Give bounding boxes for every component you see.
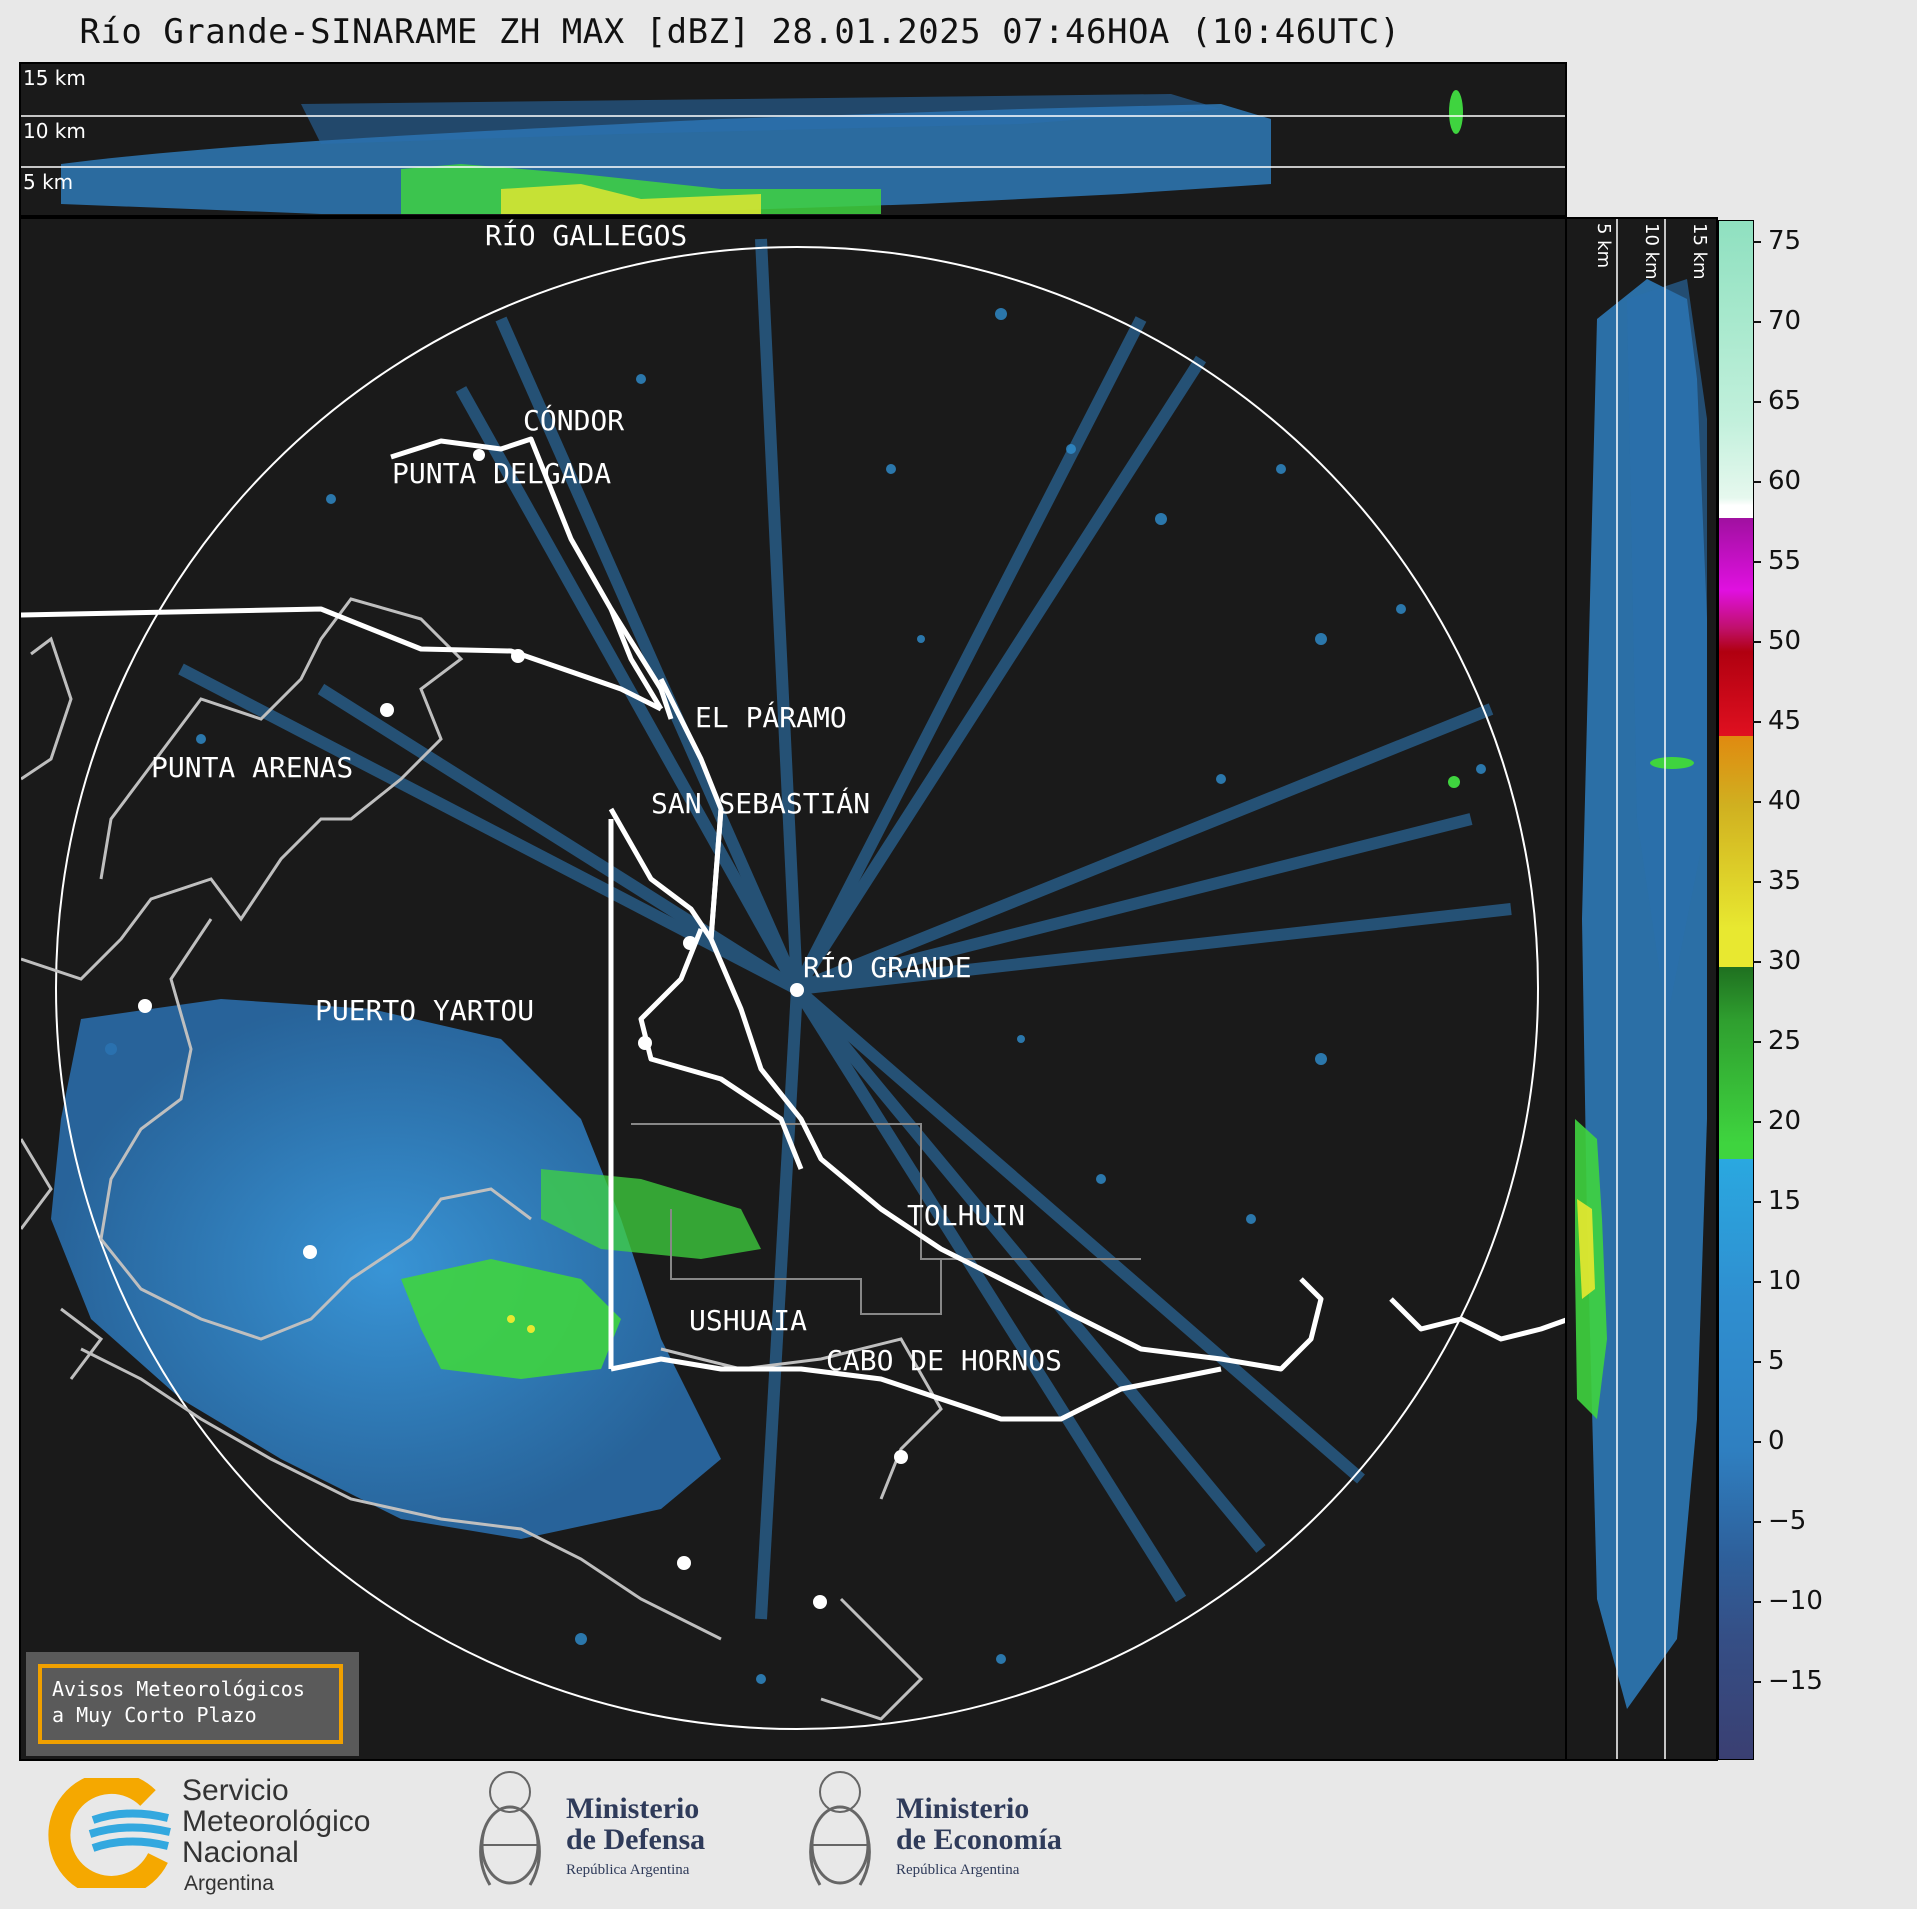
range-ring	[55, 246, 1539, 1730]
warning-line-1: Avisos Meteorológicos	[52, 1677, 305, 1701]
smn-name: Servicio Meteorológico Nacional Argentin…	[182, 1774, 371, 1895]
radar-map: RÍO GALLEGOS CÓNDOR PUNTA DELGADA EL PÁR…	[19, 217, 1567, 1761]
colorbar	[1718, 220, 1754, 1760]
top-label-10km: 10 km	[23, 119, 86, 143]
side-label-10km: 10 km	[1641, 223, 1662, 280]
top-label-15km: 15 km	[23, 66, 86, 90]
place-label-cabo-de-hornos: CABO DE HORNOS	[826, 1344, 1063, 1377]
colorbar-tick: 45	[1752, 706, 1801, 736]
colorbar-tick: 75	[1752, 226, 1801, 256]
colorbar-tick: 55	[1752, 546, 1801, 576]
place-label-condor: CÓNDOR	[523, 404, 625, 437]
coat-of-arms-icon	[479, 1771, 541, 1886]
coat-of-arms-icon	[809, 1771, 871, 1886]
borders	[21, 436, 1565, 1422]
smn-logo-icon	[48, 1778, 171, 1888]
side-cross-section-graphic	[1575, 219, 1707, 1759]
side-label-15km: 15 km	[1689, 223, 1710, 280]
place-label-ushuaia: USHUAIA	[689, 1304, 808, 1337]
place-label-punta-delgada: PUNTA DELGADA	[392, 457, 612, 490]
colorbar-tick: 20	[1752, 1106, 1801, 1136]
place-label-tolhuin: TOLHUIN	[907, 1199, 1026, 1232]
warning-link-box[interactable]: Avisos Meteorológicos a Muy Corto Plazo	[26, 1652, 359, 1756]
warning-line-2: a Muy Corto Plazo	[52, 1703, 257, 1727]
colorbar-tick: 15	[1752, 1186, 1801, 1216]
colorbar-tick: 25	[1752, 1026, 1801, 1056]
colorbar-tick: 65	[1752, 386, 1801, 416]
place-label-san-sebastian: SAN SEBASTIÁN	[651, 787, 871, 820]
radar-map-graphic	[21, 238, 1565, 1730]
top-cross-section-graphic	[21, 90, 1565, 214]
ministerio-defensa: Ministerio de Defensa República Argentin…	[566, 1792, 706, 1878]
colorbar-tick: 40	[1752, 786, 1801, 816]
top-label-5km: 5 km	[23, 170, 74, 194]
place-markers	[138, 449, 908, 1609]
echo-region-blue	[51, 999, 721, 1539]
colorbar-tick: 60	[1752, 466, 1801, 496]
ministerio-economia: Ministerio de Economía República Argenti…	[896, 1792, 1062, 1878]
colorbar-tick: 10	[1752, 1266, 1801, 1296]
colorbar-tick: −10	[1753, 1586, 1823, 1616]
place-label-rio-grande: RÍO GRANDE	[803, 951, 972, 984]
colorbar-tick: 5	[1753, 1346, 1785, 1376]
colorbar-tick: −15	[1753, 1666, 1823, 1696]
colorbar-tick: 35	[1752, 866, 1801, 896]
side-label-5km: 5 km	[1593, 223, 1614, 269]
colorbar-tick: 70	[1752, 306, 1801, 336]
colorbar-tick: 50	[1752, 626, 1801, 656]
colorbar-tick: 30	[1752, 946, 1801, 976]
page-title: Río Grande-SINARAME ZH MAX [dBZ] 28.01.2…	[79, 12, 1401, 52]
side-cross-section: 5 km 10 km 15 km	[1565, 217, 1718, 1761]
place-label-el-paramo: EL PÁRAMO	[695, 701, 847, 734]
radar-beams	[178, 238, 1512, 1620]
colorbar-tick: 0	[1753, 1426, 1785, 1456]
place-label-puerto-yartou: PUERTO YARTOU	[315, 994, 535, 1027]
colorbar-tick: −5	[1752, 1506, 1806, 1536]
top-cross-section: 15 km 10 km 5 km	[19, 62, 1567, 217]
place-label-rio-gallegos: RÍO GALLEGOS	[485, 219, 688, 252]
place-label-punta-arenas: PUNTA ARENAS	[151, 751, 354, 784]
